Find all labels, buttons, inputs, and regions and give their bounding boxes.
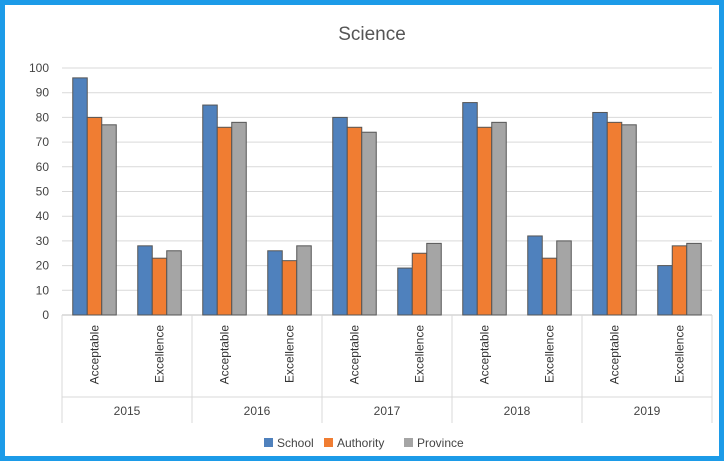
bar-province	[426, 242, 442, 316]
year-label: 2016	[244, 404, 271, 418]
bar-school	[332, 116, 348, 316]
bar-province	[296, 245, 312, 316]
y-tick-label: 50	[36, 185, 50, 199]
bar-school	[72, 77, 88, 316]
bar-authority	[281, 260, 298, 316]
bar-school	[592, 111, 608, 316]
bar-school	[527, 235, 543, 316]
bar-province	[491, 121, 507, 316]
bar-school	[202, 104, 218, 316]
year-label: 2015	[114, 404, 141, 418]
legend-label: Province	[417, 436, 464, 450]
y-tick-label: 40	[36, 209, 50, 223]
category-label: Acceptable	[478, 325, 492, 385]
legend-swatch-school	[264, 438, 273, 447]
bar-province	[101, 124, 117, 316]
bar-authority	[346, 126, 363, 316]
chart-title: Science	[338, 24, 406, 45]
bar-province	[686, 242, 702, 316]
year-label: 2019	[634, 404, 661, 418]
bar-school	[137, 245, 153, 316]
category-label: Acceptable	[608, 325, 622, 385]
category-label: Acceptable	[218, 325, 232, 385]
bar-school	[657, 265, 673, 316]
bar-province	[231, 121, 247, 316]
bar-authority	[151, 257, 168, 316]
bars	[72, 77, 702, 316]
bar-school	[397, 267, 413, 316]
category-label: Excellence	[673, 325, 687, 383]
bar-province	[556, 240, 572, 316]
legend-swatch-authority	[324, 438, 333, 447]
year-label: 2017	[374, 404, 401, 418]
y-tick-label: 70	[36, 135, 50, 149]
bar-authority	[541, 257, 558, 316]
bar-school	[267, 250, 283, 316]
category-label: Excellence	[153, 325, 167, 383]
legend-swatch-province	[404, 438, 413, 447]
category-label: Acceptable	[88, 325, 102, 385]
y-tick-label: 60	[36, 160, 50, 174]
bar-province	[166, 250, 182, 316]
y-tick-label: 100	[29, 61, 49, 75]
bar-authority	[216, 126, 233, 316]
bar-authority	[671, 245, 688, 316]
category-label: Excellence	[543, 325, 557, 383]
year-label: 2018	[504, 404, 531, 418]
y-tick-label: 20	[36, 259, 50, 273]
category-label: Excellence	[413, 325, 427, 383]
bar-province	[621, 124, 637, 316]
x-axis: Acceptable Excellence Acceptable Excellence…	[61, 315, 713, 423]
y-tick-label: 10	[36, 283, 50, 297]
bar-authority	[411, 252, 428, 316]
y-tick-label: 80	[36, 110, 50, 124]
y-axis: 0 10 20 30 40 50 60 70 80 90 100	[29, 61, 49, 322]
bar-province	[361, 131, 377, 316]
bar-authority	[86, 116, 103, 316]
legend: School Authority Province	[264, 436, 464, 450]
y-tick-label: 30	[36, 234, 50, 248]
legend-label: School	[277, 436, 314, 450]
bar-authority	[476, 126, 493, 316]
bar-authority	[606, 121, 623, 316]
y-tick-label: 90	[36, 86, 50, 100]
category-label: Acceptable	[348, 325, 362, 385]
bar-school	[462, 102, 478, 316]
legend-label: Authority	[337, 436, 384, 450]
category-label: Excellence	[283, 325, 297, 383]
y-tick-label: 0	[42, 308, 49, 322]
